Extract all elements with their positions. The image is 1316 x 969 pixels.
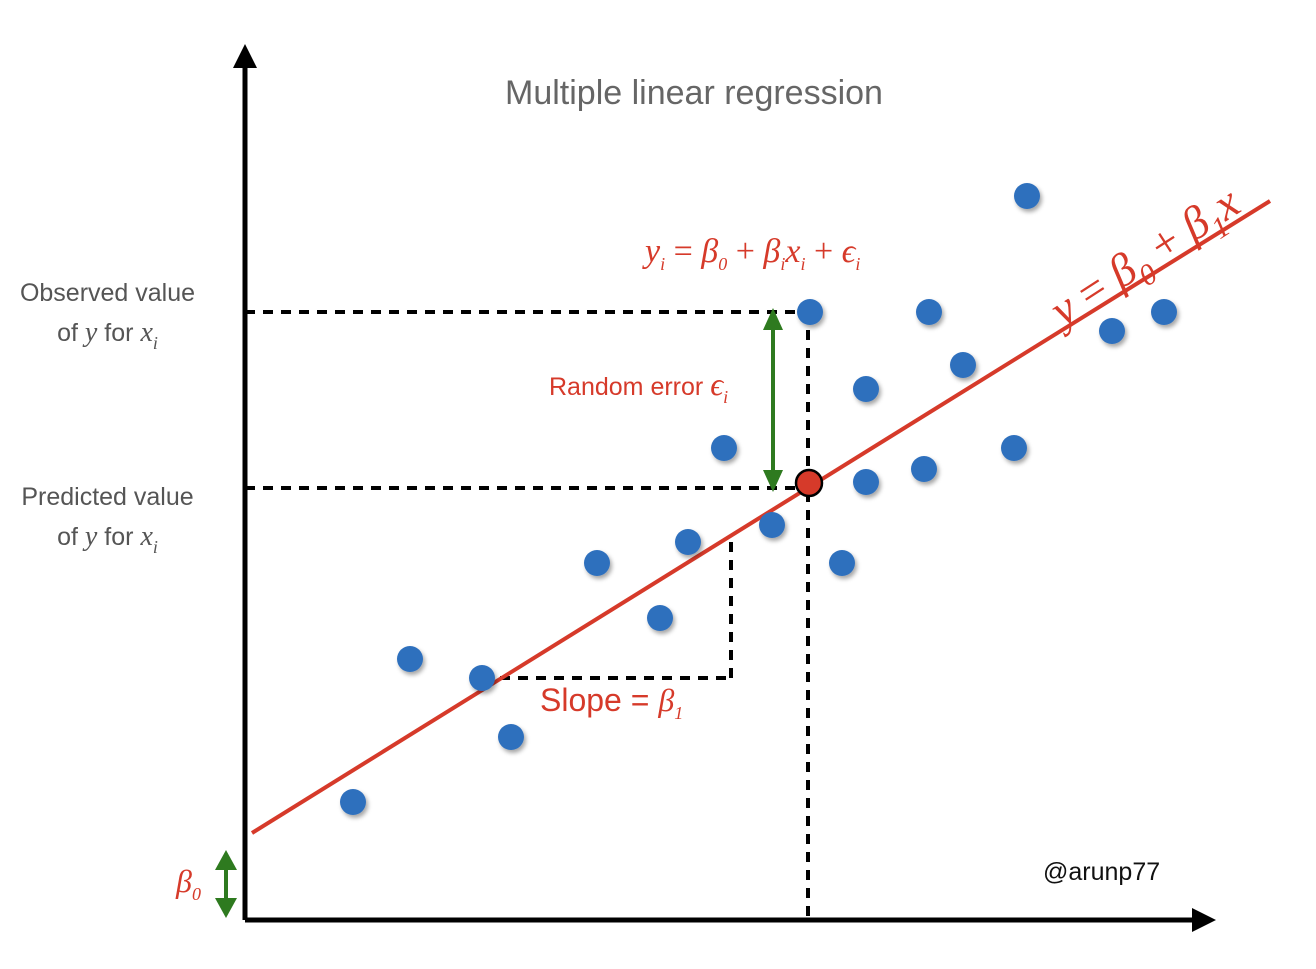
data-point xyxy=(1151,299,1177,325)
error-arrow-icon xyxy=(763,308,783,492)
predicted-for: for xyxy=(104,523,134,551)
data-point xyxy=(647,605,673,631)
predicted-line1: Predicted value xyxy=(21,483,194,511)
random-error-label: Random error ϵi xyxy=(549,366,729,407)
epsilon-symbol: ϵi xyxy=(710,366,729,407)
data-point xyxy=(853,469,879,495)
intercept-arrow-icon xyxy=(215,850,237,918)
predicted-value-label: Predicted value of y for xi xyxy=(6,477,209,559)
predicted-of: of xyxy=(57,523,78,551)
data-point xyxy=(853,376,879,402)
data-point xyxy=(1001,435,1027,461)
data-points xyxy=(340,183,1177,815)
regression-line xyxy=(250,199,1272,835)
observed-y-var: y xyxy=(84,317,98,348)
model-equation: yi = β0 + βixi + ϵi xyxy=(645,233,861,274)
beta-subscript: 0 xyxy=(191,884,201,904)
predicted-point xyxy=(794,468,824,498)
data-point xyxy=(340,789,366,815)
predicted-line2: of y for xi xyxy=(6,517,209,559)
data-point xyxy=(469,665,495,691)
slope-label: Slope = β1 xyxy=(540,682,684,723)
random-error-text: Random error xyxy=(549,373,704,401)
slope-symbol: β1 xyxy=(658,682,684,723)
observed-x-var: xi xyxy=(140,317,158,353)
slope-text: Slope = xyxy=(540,682,650,718)
observed-line2: of y for xi xyxy=(6,313,209,355)
beta-symbol: β xyxy=(176,863,192,899)
data-point xyxy=(675,529,701,555)
predicted-x-var: xi xyxy=(140,521,158,557)
data-point xyxy=(911,456,937,482)
observed-of: of xyxy=(57,319,78,347)
diagram-title: Multiple linear regression xyxy=(505,74,883,112)
data-point xyxy=(1099,318,1125,344)
observed-value-label: Observed value of y for xi xyxy=(6,273,209,355)
data-point xyxy=(1014,183,1040,209)
data-point xyxy=(950,352,976,378)
data-point xyxy=(584,550,610,576)
data-point xyxy=(829,550,855,576)
x-axis-arrowhead xyxy=(1192,908,1216,932)
data-point xyxy=(759,512,785,538)
observed-line1: Observed value xyxy=(19,279,196,307)
data-point xyxy=(797,299,823,325)
data-point xyxy=(916,299,942,325)
y-axis-arrowhead xyxy=(233,44,257,68)
data-point xyxy=(498,724,524,750)
author-credit: @arunp77 xyxy=(1043,858,1161,886)
data-point xyxy=(711,435,737,461)
intercept-label: β0 xyxy=(176,863,201,904)
data-point xyxy=(397,646,423,672)
observed-for: for xyxy=(104,319,134,347)
predicted-y-var: y xyxy=(84,521,98,552)
